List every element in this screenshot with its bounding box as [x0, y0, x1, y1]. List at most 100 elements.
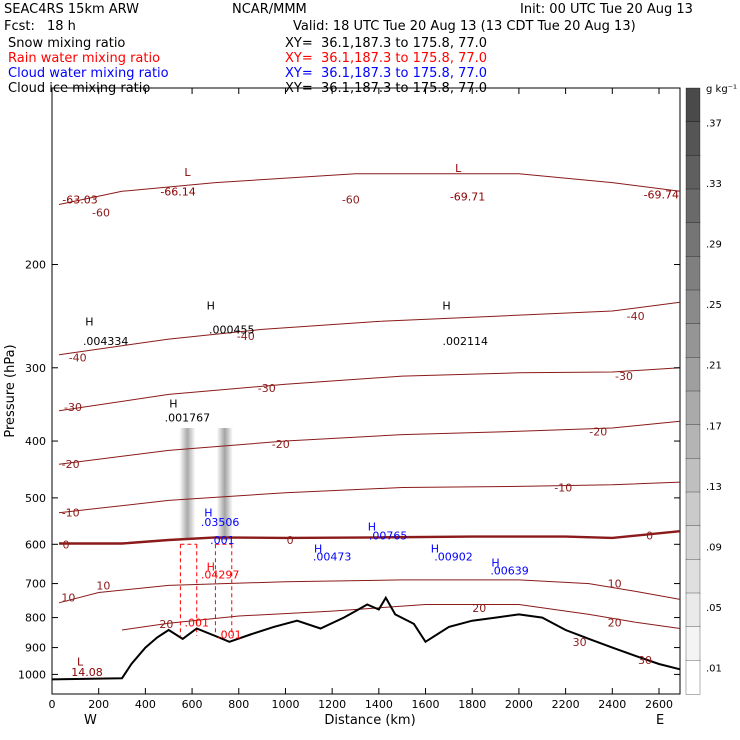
extremum-label: L	[455, 162, 462, 175]
colorbar-tick-label: .33	[706, 179, 722, 190]
terrain-line	[51, 595, 681, 681]
init-text: Init: 00 UTC Tue 20 Aug 13	[520, 2, 693, 17]
x-tick-label: 0	[49, 698, 56, 711]
extremum-label: H	[169, 397, 177, 410]
snow-shading-1	[216, 427, 233, 541]
contour-label: 10	[608, 578, 622, 591]
contour-label: 20	[472, 602, 486, 615]
field-name-rain: Rain water mixing ratio	[8, 51, 160, 66]
y-tick-label: 800	[25, 612, 46, 625]
contour-label: 0	[646, 530, 653, 543]
valid-text: Valid: 18 UTC Tue 20 Aug 13 (13 CDT Tue …	[293, 19, 636, 34]
x-tick-label: 1200	[318, 698, 346, 711]
x-tick-label: 1400	[365, 698, 393, 711]
center-title: NCAR/MMM	[232, 2, 307, 17]
x-tick-label: 1000	[271, 698, 299, 711]
contour-label: 10	[61, 592, 75, 605]
field-xy-rain: XY= 36.1,187.3 to 175.8, 77.0	[285, 51, 487, 66]
contour-label: 30	[573, 636, 587, 649]
colorbar-tick-label: .13	[706, 482, 722, 493]
west-label: W	[84, 713, 97, 728]
contour-label: 0	[63, 538, 70, 551]
contour-label: -30	[64, 401, 82, 414]
extremum-label: .00639	[490, 565, 529, 578]
colorbar-swatch	[685, 660, 701, 695]
colorbar-swatch	[685, 390, 701, 426]
y-tick-label: 500	[25, 492, 46, 505]
colorbar-swatch	[685, 155, 701, 190]
extremum-label: H	[85, 315, 93, 328]
contour-label: -30	[258, 382, 276, 395]
y-axis-title: Pressure (hPa)	[3, 344, 18, 437]
colorbar-swatch	[685, 222, 701, 257]
colorbar-swatch	[685, 592, 701, 628]
temperature-contour-10	[58, 579, 681, 604]
contour-label: -40	[237, 330, 255, 343]
colorbar-tick-label: .05	[706, 603, 722, 614]
y-tick-label: 300	[25, 362, 46, 375]
extremum-label: .03506	[201, 516, 240, 529]
field-name-snow: Snow mixing ratio	[8, 36, 125, 51]
x-tick-label: 400	[135, 698, 156, 711]
extremum-label: L	[184, 166, 191, 179]
y-tick-label: 700	[25, 578, 46, 591]
contour-label: -20	[272, 438, 290, 451]
contour-label: -30	[615, 370, 633, 383]
colorbar-swatch	[685, 458, 701, 493]
contour-label: -40	[69, 351, 87, 364]
east-label: E	[656, 713, 664, 728]
temperature-contour--20	[58, 420, 681, 465]
x-tick-label: 2000	[505, 698, 533, 711]
x-tick-label: 2400	[598, 698, 626, 711]
colorbar-swatch	[685, 491, 701, 527]
extremum-label: .00473	[313, 551, 352, 564]
x-tick-label: 1600	[412, 698, 440, 711]
extremum-label: .004334	[83, 335, 129, 348]
colorbar-swatch	[685, 525, 701, 560]
temperature-contour--60	[58, 173, 681, 205]
x-tick-label: 200	[88, 698, 109, 711]
y-tick-label: 200	[25, 259, 46, 272]
contour-label: -20	[62, 458, 80, 471]
colorbar-swatch	[685, 424, 701, 459]
x-tick-label: 2200	[552, 698, 580, 711]
contour-label: 0	[287, 534, 294, 547]
contour-label: -60	[342, 194, 360, 207]
field-xy-cloud-water: XY= 36.1,187.3 to 175.8, 77.0	[285, 66, 487, 81]
extremum-label: -69.74	[644, 189, 679, 202]
colorbar-swatch	[685, 256, 701, 291]
colorbar: .37 .33 .29 .25 .21 .17 .13 .09 .05 .01	[685, 87, 722, 695]
y-tick-label: 400	[25, 435, 46, 448]
colorbar-swatch	[685, 188, 701, 224]
x-axis-title: Distance (km)	[324, 713, 415, 728]
extremum-label: H	[207, 561, 215, 574]
y-tick-label: 600	[25, 538, 46, 551]
temperature-contour--30	[58, 367, 681, 412]
contour-label: 30	[638, 654, 652, 667]
fcst-label: Fcst:	[4, 19, 35, 34]
extremum-label: H	[314, 543, 322, 556]
contour-label: 20	[608, 616, 622, 629]
temperature-contour--40	[58, 301, 681, 356]
colorbar-swatch	[685, 357, 701, 392]
temperature-contour--10	[58, 481, 681, 514]
x-tick-label: 1800	[458, 698, 486, 711]
model-title: SEAC4RS 15km ARW	[4, 2, 139, 17]
extremum-label: .001	[210, 534, 235, 547]
extremum-label: .000455	[209, 323, 255, 336]
colorbar-tick-label: .17	[706, 421, 722, 432]
extremum-label: .04297	[201, 568, 240, 581]
extremum-label: -69.71	[450, 190, 485, 203]
extremum-label: H	[491, 557, 499, 570]
x-tick-label: 2600	[645, 698, 673, 711]
extremum-label: L	[77, 655, 84, 668]
colorbar-swatch	[685, 289, 701, 325]
extremum-label: H	[204, 507, 212, 520]
contour-label: -40	[627, 310, 645, 323]
field-xy-snow: XY= 36.1,187.3 to 175.8, 77.0	[285, 36, 487, 51]
snow-shading-0	[179, 427, 196, 541]
contour-label: -10	[554, 481, 572, 494]
extremum-label: .001	[184, 616, 209, 629]
extremum-label: -66.14	[160, 185, 195, 198]
colorbar-swatch	[685, 323, 701, 358]
